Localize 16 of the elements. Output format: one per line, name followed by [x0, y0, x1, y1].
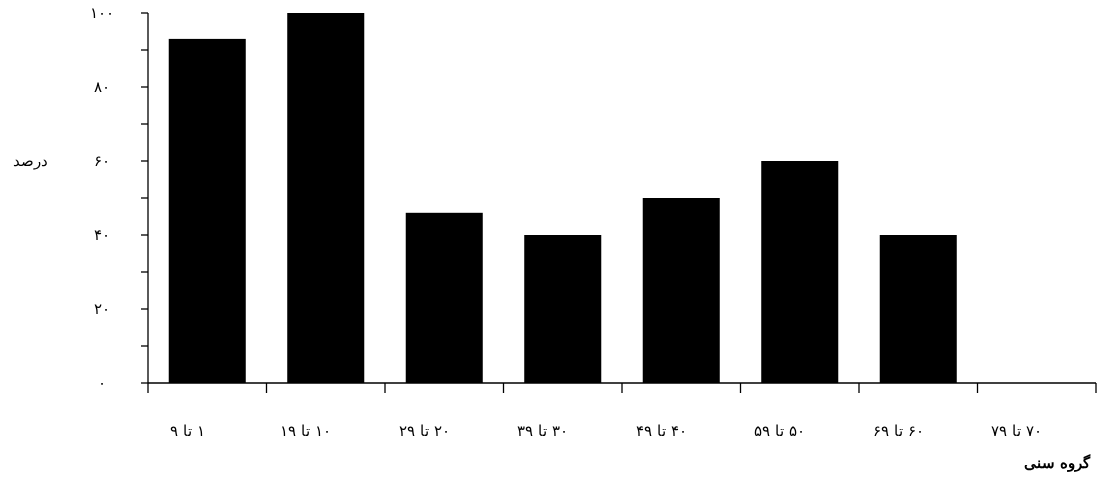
y-tick-label: ۱۰۰ [90, 4, 114, 22]
y-tick-label: ۲۰ [94, 300, 110, 318]
y-tick-label: ۴۰ [94, 226, 110, 244]
x-tick-label: ۵۰ تا ۵۹ [754, 422, 806, 440]
x-axis-title: گروه سنی [1023, 454, 1091, 472]
y-axis-title: درصد [12, 152, 48, 170]
y-tick-label: ۶۰ [94, 152, 110, 170]
x-tick-label: ۶۰ تا ۶۹ [872, 422, 924, 440]
x-tick-label: ۷۰ تا ۷۹ [991, 422, 1043, 440]
x-tick-label: ۱ تا ۹ [169, 422, 205, 440]
x-tick-label: ۲۰ تا ۲۹ [398, 422, 450, 440]
x-tick-label: ۳۰ تا ۳۹ [517, 422, 569, 440]
x-tick-label: ۴۰ تا ۴۹ [635, 422, 687, 440]
y-tick-label: ۸۰ [94, 78, 110, 96]
x-tick-label: ۱۰ تا ۱۹ [280, 422, 332, 440]
y-tick-label: ۰ [98, 374, 106, 392]
